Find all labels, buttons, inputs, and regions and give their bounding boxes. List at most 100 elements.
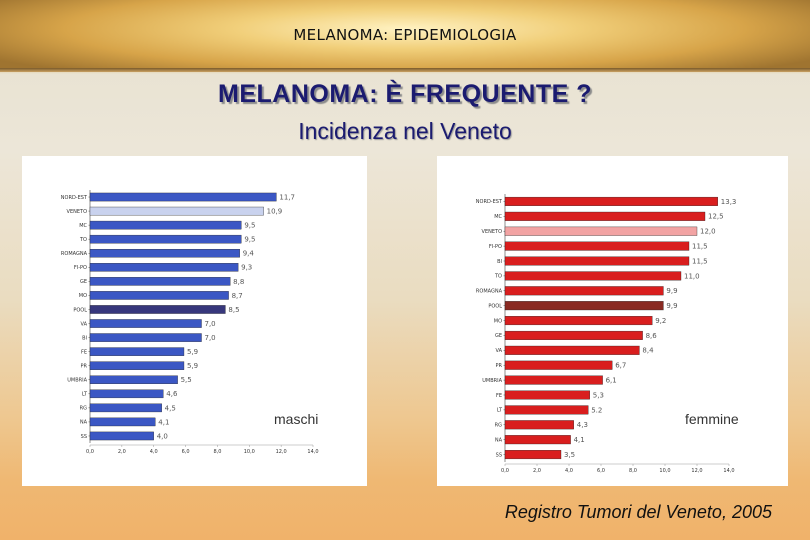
- value-label: 9,9: [666, 302, 677, 310]
- bar-bi: [89, 333, 202, 342]
- value-label: 4,5: [165, 404, 176, 412]
- bar-mc: [504, 211, 706, 221]
- category-label: GE: [80, 279, 87, 285]
- x-tick-label: 6,0: [182, 449, 190, 455]
- category-label: BI: [497, 259, 502, 265]
- x-tick-label: 4,0: [150, 449, 158, 455]
- value-label: 7,0: [205, 320, 216, 328]
- value-label: 8,8: [233, 278, 244, 286]
- category-label: BI: [82, 335, 87, 341]
- value-label: 8,6: [646, 332, 658, 340]
- bar-pr: [504, 360, 613, 370]
- source-citation: Registro Tumori del Veneto, 2005: [504, 502, 772, 522]
- category-label: RG: [80, 406, 87, 412]
- bar-rg: [89, 403, 162, 413]
- x-tick-label: 2,0: [118, 449, 126, 455]
- bar-fi-po: [89, 263, 239, 272]
- value-label: 6,1: [606, 377, 617, 385]
- page-title: MELANOMA: È FREQUENTE ?: [218, 80, 592, 108]
- bar-umbria: [89, 375, 178, 385]
- bar-to: [89, 234, 242, 244]
- bar-nord-est: [504, 196, 718, 206]
- x-tick-label: 10,0: [244, 449, 255, 455]
- value-label: 5,3: [593, 391, 604, 399]
- bar-fe: [89, 347, 185, 356]
- chart-panel-femmine: NORD-EST 13,3 MC 12,5 VENETO 12,0 FI-PO 11,5 BI 1…: [437, 156, 788, 486]
- bar-chart-maschi: NORD-EST 11,7 VENETO 10,9 MC 9,5 TO 9,5 ROMAGNA 9…: [61, 190, 319, 455]
- category-label: VA: [80, 321, 87, 327]
- category-label: FE: [81, 349, 87, 355]
- bar-pool: [504, 301, 664, 311]
- bar-fi-po: [504, 241, 690, 251]
- category-label: NORD-EST: [61, 195, 88, 201]
- value-label: 5,5: [181, 376, 192, 384]
- value-label: 4,3: [577, 421, 588, 429]
- bar-veneto: [89, 206, 264, 216]
- bar-ge: [89, 277, 231, 286]
- x-tick-label: 6,0: [597, 468, 605, 474]
- series-label-maschi: maschi: [274, 411, 319, 427]
- bar-romagna: [89, 248, 240, 258]
- value-label: 4,6: [166, 390, 178, 398]
- bar-romagna: [504, 286, 664, 296]
- x-tick-label: 8,0: [213, 449, 221, 455]
- value-label: 12,5: [708, 213, 724, 221]
- bar-va: [504, 345, 640, 355]
- category-label: ROMAGNA: [61, 251, 88, 257]
- bar-va: [89, 319, 202, 328]
- bar-na: [504, 435, 571, 445]
- bar-veneto: [504, 226, 698, 236]
- category-label: TO: [79, 237, 87, 243]
- series-label-femmine: femmine: [685, 411, 739, 427]
- value-label: 9,3: [241, 264, 252, 272]
- value-label: 9,2: [655, 317, 666, 325]
- x-tick-label: 10,0: [659, 468, 670, 474]
- value-label: 11,5: [692, 257, 708, 265]
- category-label: MC: [79, 223, 87, 229]
- category-label: SS: [81, 434, 87, 440]
- category-label: MC: [494, 214, 502, 220]
- x-tick-label: 0,0: [86, 449, 94, 455]
- category-label: UMBRIA: [482, 378, 502, 384]
- category-label: PR: [496, 363, 503, 369]
- x-tick-label: 2,0: [533, 468, 541, 474]
- value-label: 4,1: [574, 436, 585, 444]
- value-label: 11,0: [684, 272, 700, 280]
- value-label: 12,0: [700, 228, 716, 236]
- value-label: 11,7: [279, 193, 295, 201]
- x-tick-label: 14,0: [723, 468, 734, 474]
- x-tick-label: 14,0: [307, 449, 318, 455]
- bar-bi: [504, 256, 690, 266]
- value-label: 9,5: [244, 236, 255, 244]
- bar-mc: [89, 220, 242, 230]
- value-label: 4,1: [158, 418, 169, 426]
- category-label: NORD-EST: [476, 199, 503, 205]
- page-subtitle: Incidenza nel Veneto: [298, 118, 512, 144]
- value-label: 9,9: [666, 287, 677, 295]
- value-label: 3,5: [564, 451, 575, 459]
- category-label: LT: [82, 392, 88, 398]
- banner-title: MELANOMA: EPIDEMIOLOGIA: [293, 26, 517, 44]
- bar-pr: [89, 361, 185, 370]
- category-label: PR: [81, 363, 88, 369]
- value-label: 6,7: [615, 362, 626, 370]
- x-tick-label: 8,0: [629, 468, 637, 474]
- category-label: MO: [494, 318, 502, 324]
- category-label: NA: [495, 437, 503, 443]
- bar-chart-femmine: NORD-EST 13,3 MC 12,5 VENETO 12,0 FI-PO 11,5 BI 1…: [476, 194, 736, 474]
- category-label: TO: [494, 274, 502, 280]
- bar-umbria: [504, 375, 603, 385]
- value-label: 11,5: [692, 243, 708, 251]
- value-label: 8,5: [228, 306, 239, 314]
- x-tick-label: 12,0: [276, 449, 287, 455]
- x-tick-label: 0,0: [501, 468, 509, 474]
- category-label: VA: [495, 348, 502, 354]
- category-label: FI-PO: [489, 244, 502, 250]
- category-label: UMBRIA: [67, 378, 87, 384]
- category-label: ROMAGNA: [476, 289, 503, 295]
- value-label: 10,9: [267, 207, 283, 215]
- value-label: 5,9: [187, 362, 198, 370]
- category-label: LT: [497, 408, 503, 414]
- value-label: 4,0: [157, 432, 168, 440]
- x-tick-label: 4,0: [565, 468, 573, 474]
